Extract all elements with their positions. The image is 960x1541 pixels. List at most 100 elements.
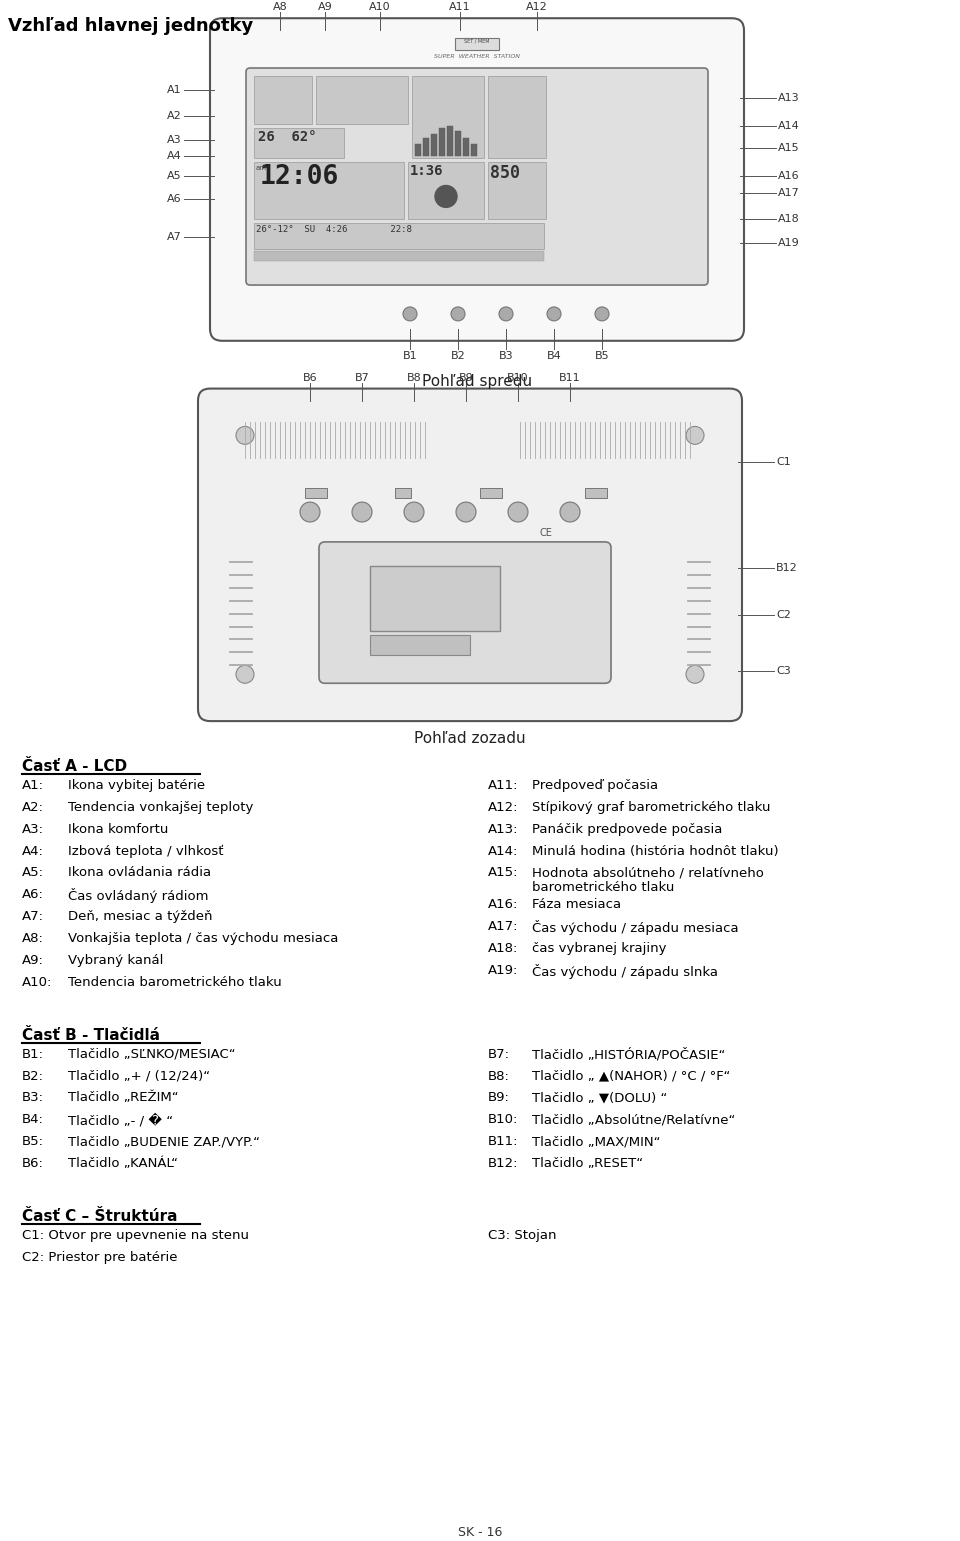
Text: Tlačidlo „KANÁL“: Tlačidlo „KANÁL“ — [68, 1157, 178, 1170]
Text: A8:: A8: — [22, 932, 44, 945]
Text: Ikona komfortu: Ikona komfortu — [68, 823, 168, 835]
Text: Ikona vybitej batérie: Ikona vybitej batérie — [68, 778, 205, 792]
Text: Pohľad spredu: Pohľad spredu — [422, 373, 532, 388]
Text: A16: A16 — [778, 171, 800, 180]
Text: A15:: A15: — [488, 866, 518, 880]
Text: B6:: B6: — [22, 1157, 44, 1170]
Text: A12: A12 — [526, 2, 548, 12]
Text: B1:: B1: — [22, 1048, 44, 1060]
Text: A18:: A18: — [488, 942, 518, 955]
Bar — [408, 162, 484, 219]
Text: A10:: A10: — [22, 975, 53, 989]
Text: 850: 850 — [490, 163, 520, 182]
Text: B9:: B9: — [488, 1091, 510, 1105]
Circle shape — [686, 427, 704, 444]
Circle shape — [456, 502, 476, 522]
Text: 12:06: 12:06 — [260, 163, 340, 190]
Text: Panáčik predpovede počasia: Panáčik predpovede počasia — [532, 823, 722, 835]
Text: B5:: B5: — [22, 1136, 44, 1148]
Text: Časť A - LCD: Časť A - LCD — [22, 758, 127, 774]
Text: A2: A2 — [167, 111, 182, 120]
Bar — [471, 143, 477, 156]
Text: Tlačidlo „RESET“: Tlačidlo „RESET“ — [532, 1157, 643, 1170]
Text: A13: A13 — [778, 92, 800, 103]
Text: B12:: B12: — [488, 1157, 518, 1170]
Bar — [370, 566, 500, 630]
Text: Čas východu / západu mesiaca: Čas východu / západu mesiaca — [532, 920, 738, 935]
Text: Tlačidlo „SĽNKO/MESIAC“: Tlačidlo „SĽNKO/MESIAC“ — [68, 1048, 235, 1060]
Bar — [447, 126, 453, 156]
Text: A7:: A7: — [22, 911, 44, 923]
Text: A11: A11 — [449, 2, 470, 12]
Text: A8: A8 — [273, 2, 287, 12]
Text: A12:: A12: — [488, 801, 518, 814]
Bar — [480, 488, 502, 498]
Text: Ikona ovládania rádia: Ikona ovládania rádia — [68, 866, 211, 880]
Text: A3: A3 — [167, 134, 182, 145]
Text: A13:: A13: — [488, 823, 518, 835]
Text: C2: C2 — [776, 610, 791, 619]
Text: Vybraný kanál: Vybraný kanál — [68, 954, 163, 968]
Text: Minulá hodina (história hodnôt tlaku): Minulá hodina (história hodnôt tlaku) — [532, 844, 779, 857]
Text: B2: B2 — [450, 351, 466, 361]
Text: Stípikový graf barometrického tlaku: Stípikový graf barometrického tlaku — [532, 801, 771, 814]
Bar — [254, 128, 344, 157]
Text: Tlačidlo „REŽIM“: Tlačidlo „REŽIM“ — [68, 1091, 179, 1105]
Text: C3: Stojan: C3: Stojan — [488, 1228, 557, 1242]
Text: A19: A19 — [778, 239, 800, 248]
Text: A6: A6 — [167, 194, 182, 205]
Text: Čas ovládaný rádiom: Čas ovládaný rádiom — [68, 888, 208, 903]
Bar — [370, 635, 470, 655]
Circle shape — [403, 307, 417, 321]
Circle shape — [451, 307, 465, 321]
Text: Tlačidlo „Absolútne/Relatívne“: Tlačidlo „Absolútne/Relatívne“ — [532, 1113, 735, 1126]
Bar — [431, 134, 437, 156]
Text: B9: B9 — [459, 373, 473, 382]
Text: B11:: B11: — [488, 1136, 518, 1148]
Text: B7:: B7: — [488, 1048, 510, 1060]
Text: Fáza mesiaca: Fáza mesiaca — [532, 898, 621, 911]
Text: A2:: A2: — [22, 801, 44, 814]
Text: A18: A18 — [778, 214, 800, 225]
Text: Vzhľad hlavnej jednotky: Vzhľad hlavnej jednotky — [8, 17, 253, 35]
Text: 26°-12°  SU  4:26        22:8: 26°-12° SU 4:26 22:8 — [256, 225, 412, 234]
Circle shape — [547, 307, 561, 321]
Text: A10: A10 — [370, 2, 391, 12]
FancyBboxPatch shape — [246, 68, 708, 285]
Text: B11: B11 — [559, 373, 581, 382]
Text: A9: A9 — [318, 2, 332, 12]
FancyBboxPatch shape — [210, 18, 744, 341]
Text: Tlačidlo „HISTÓRIA/POČASIE“: Tlačidlo „HISTÓRIA/POČASIE“ — [532, 1048, 726, 1062]
Text: B8:: B8: — [488, 1069, 510, 1082]
Text: Predpoveď počasia: Predpoveď počasia — [532, 778, 659, 792]
Text: B5: B5 — [594, 351, 610, 361]
Text: B3:: B3: — [22, 1091, 44, 1105]
Bar — [395, 488, 411, 498]
Circle shape — [236, 427, 254, 444]
Text: B12: B12 — [776, 562, 798, 573]
Text: čas vybranej krajiny: čas vybranej krajiny — [532, 942, 666, 955]
Text: A14:: A14: — [488, 844, 518, 857]
Text: SK - 16: SK - 16 — [458, 1526, 502, 1538]
Circle shape — [352, 502, 372, 522]
Bar — [455, 131, 461, 156]
Circle shape — [435, 185, 457, 208]
Text: Hodnota absolútneho / relatívneho
barometrického tlaku: Hodnota absolútneho / relatívneho barome… — [532, 866, 764, 894]
Text: A15: A15 — [778, 143, 800, 153]
Bar — [463, 137, 469, 156]
Bar — [254, 76, 312, 123]
Circle shape — [236, 666, 254, 683]
Text: A5: A5 — [167, 171, 182, 180]
Text: SET / MEM: SET / MEM — [465, 39, 490, 43]
Text: C1: Otvor pre upevnenie na stenu: C1: Otvor pre upevnenie na stenu — [22, 1228, 249, 1242]
Bar — [254, 251, 544, 260]
Text: Čas východu / západu slnka: Čas východu / západu slnka — [532, 965, 718, 979]
Text: A4:: A4: — [22, 844, 44, 857]
Text: Tlačidlo „- / � “: Tlačidlo „- / � “ — [68, 1113, 173, 1126]
Text: Tlačidlo „BUDENIE ZAP./VYP.“: Tlačidlo „BUDENIE ZAP./VYP.“ — [68, 1136, 260, 1148]
Text: A11:: A11: — [488, 778, 518, 792]
Text: Tlačidlo „MAX/MIN“: Tlačidlo „MAX/MIN“ — [532, 1136, 660, 1148]
Text: Tlačidlo „ ▲(NAHOR) / °C / °F“: Tlačidlo „ ▲(NAHOR) / °C / °F“ — [532, 1069, 731, 1082]
Text: A1:: A1: — [22, 778, 44, 792]
Text: A5:: A5: — [22, 866, 44, 880]
